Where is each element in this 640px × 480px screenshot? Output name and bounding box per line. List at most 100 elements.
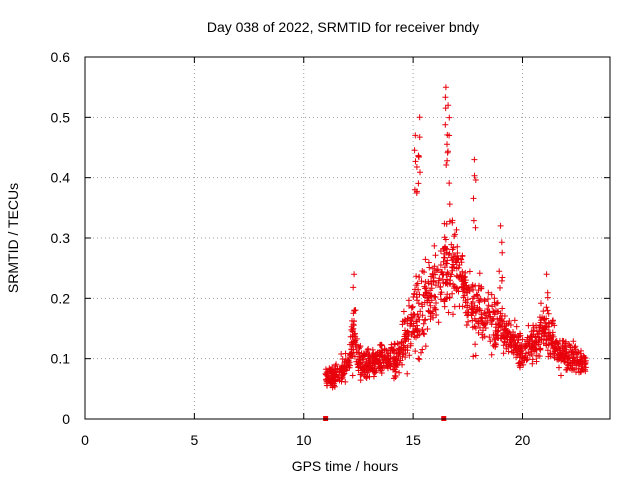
data-point (472, 177, 479, 183)
data-point (362, 362, 369, 369)
data-point (419, 303, 426, 310)
data-point (472, 352, 479, 359)
data-point (422, 279, 429, 285)
data-point (502, 325, 509, 332)
data-point (413, 291, 420, 298)
data-point (459, 268, 466, 275)
data-point (492, 343, 499, 350)
data-point (451, 233, 458, 240)
data-point (449, 217, 456, 224)
data-point (413, 273, 420, 280)
data-point (371, 366, 377, 373)
data-point (427, 316, 434, 323)
data-point (447, 273, 454, 280)
data-point (470, 353, 477, 360)
data-point (497, 222, 504, 229)
data-point (519, 336, 526, 343)
data-point (444, 269, 451, 276)
data-point (357, 377, 364, 384)
data-point (571, 357, 578, 364)
data-point (417, 308, 424, 315)
data-point (475, 329, 482, 336)
data-point (533, 358, 540, 365)
data-point (454, 250, 461, 256)
data-point (450, 261, 457, 268)
data-point (386, 361, 393, 368)
data-point (561, 358, 567, 365)
data-point (446, 280, 453, 287)
data-point (556, 364, 562, 371)
data-point (421, 331, 428, 338)
data-point (408, 314, 415, 321)
data-point (415, 355, 422, 362)
data-point (508, 334, 515, 341)
data-point (349, 328, 356, 335)
data-point (350, 284, 357, 291)
data-point (485, 309, 491, 316)
data-point (416, 274, 422, 280)
data-point (396, 369, 403, 376)
data-point (444, 141, 450, 148)
data-point (427, 287, 434, 294)
data-point (476, 299, 483, 306)
data-point (513, 323, 520, 330)
data-point (385, 365, 391, 372)
data-point (358, 371, 365, 378)
data-point (470, 195, 477, 202)
data-point (515, 345, 522, 352)
data-point (371, 354, 378, 361)
data-point (333, 361, 340, 368)
data-point (443, 249, 450, 256)
data-point (528, 328, 535, 335)
data-point (415, 154, 422, 160)
data-point (485, 296, 491, 302)
data-point (537, 314, 543, 321)
x-tick-label: 0 (81, 432, 89, 448)
data-point (469, 309, 476, 316)
data-point (328, 370, 335, 377)
data-point (508, 344, 515, 351)
y-tick-label: 0 (62, 411, 70, 427)
data-point (413, 318, 420, 325)
data-point (427, 309, 434, 316)
data-point (576, 369, 582, 376)
data-point (484, 306, 491, 312)
data-point (575, 349, 582, 356)
data-point (381, 359, 387, 366)
data-point (445, 102, 452, 109)
data-point (554, 340, 561, 347)
x-tick-label: 15 (405, 432, 421, 448)
data-point (537, 322, 544, 329)
data-point (445, 148, 451, 155)
data-point (571, 366, 577, 373)
data-point (485, 289, 492, 296)
data-point (545, 310, 552, 317)
data-point (494, 299, 501, 306)
data-point (544, 307, 551, 314)
data-point (456, 262, 463, 268)
data-point (463, 322, 470, 329)
data-point (454, 285, 461, 292)
data-point (478, 311, 485, 318)
data-point (411, 311, 418, 318)
data-point (488, 291, 495, 298)
data-point (464, 302, 471, 309)
data-point (582, 359, 589, 366)
data-point (332, 366, 339, 373)
data-point (570, 350, 577, 357)
data-point (415, 314, 422, 320)
data-point (510, 329, 516, 335)
data-point (450, 252, 457, 258)
data-point (435, 279, 442, 286)
data-point (515, 360, 522, 367)
data-point (480, 327, 486, 334)
data-point (536, 346, 543, 352)
x-tick-label: 5 (190, 432, 198, 448)
data-point (496, 268, 503, 275)
data-point (462, 309, 469, 316)
data-point (441, 303, 448, 310)
data-point (533, 347, 540, 353)
data-point (402, 333, 409, 340)
data-point (443, 221, 450, 227)
data-point (544, 347, 551, 354)
